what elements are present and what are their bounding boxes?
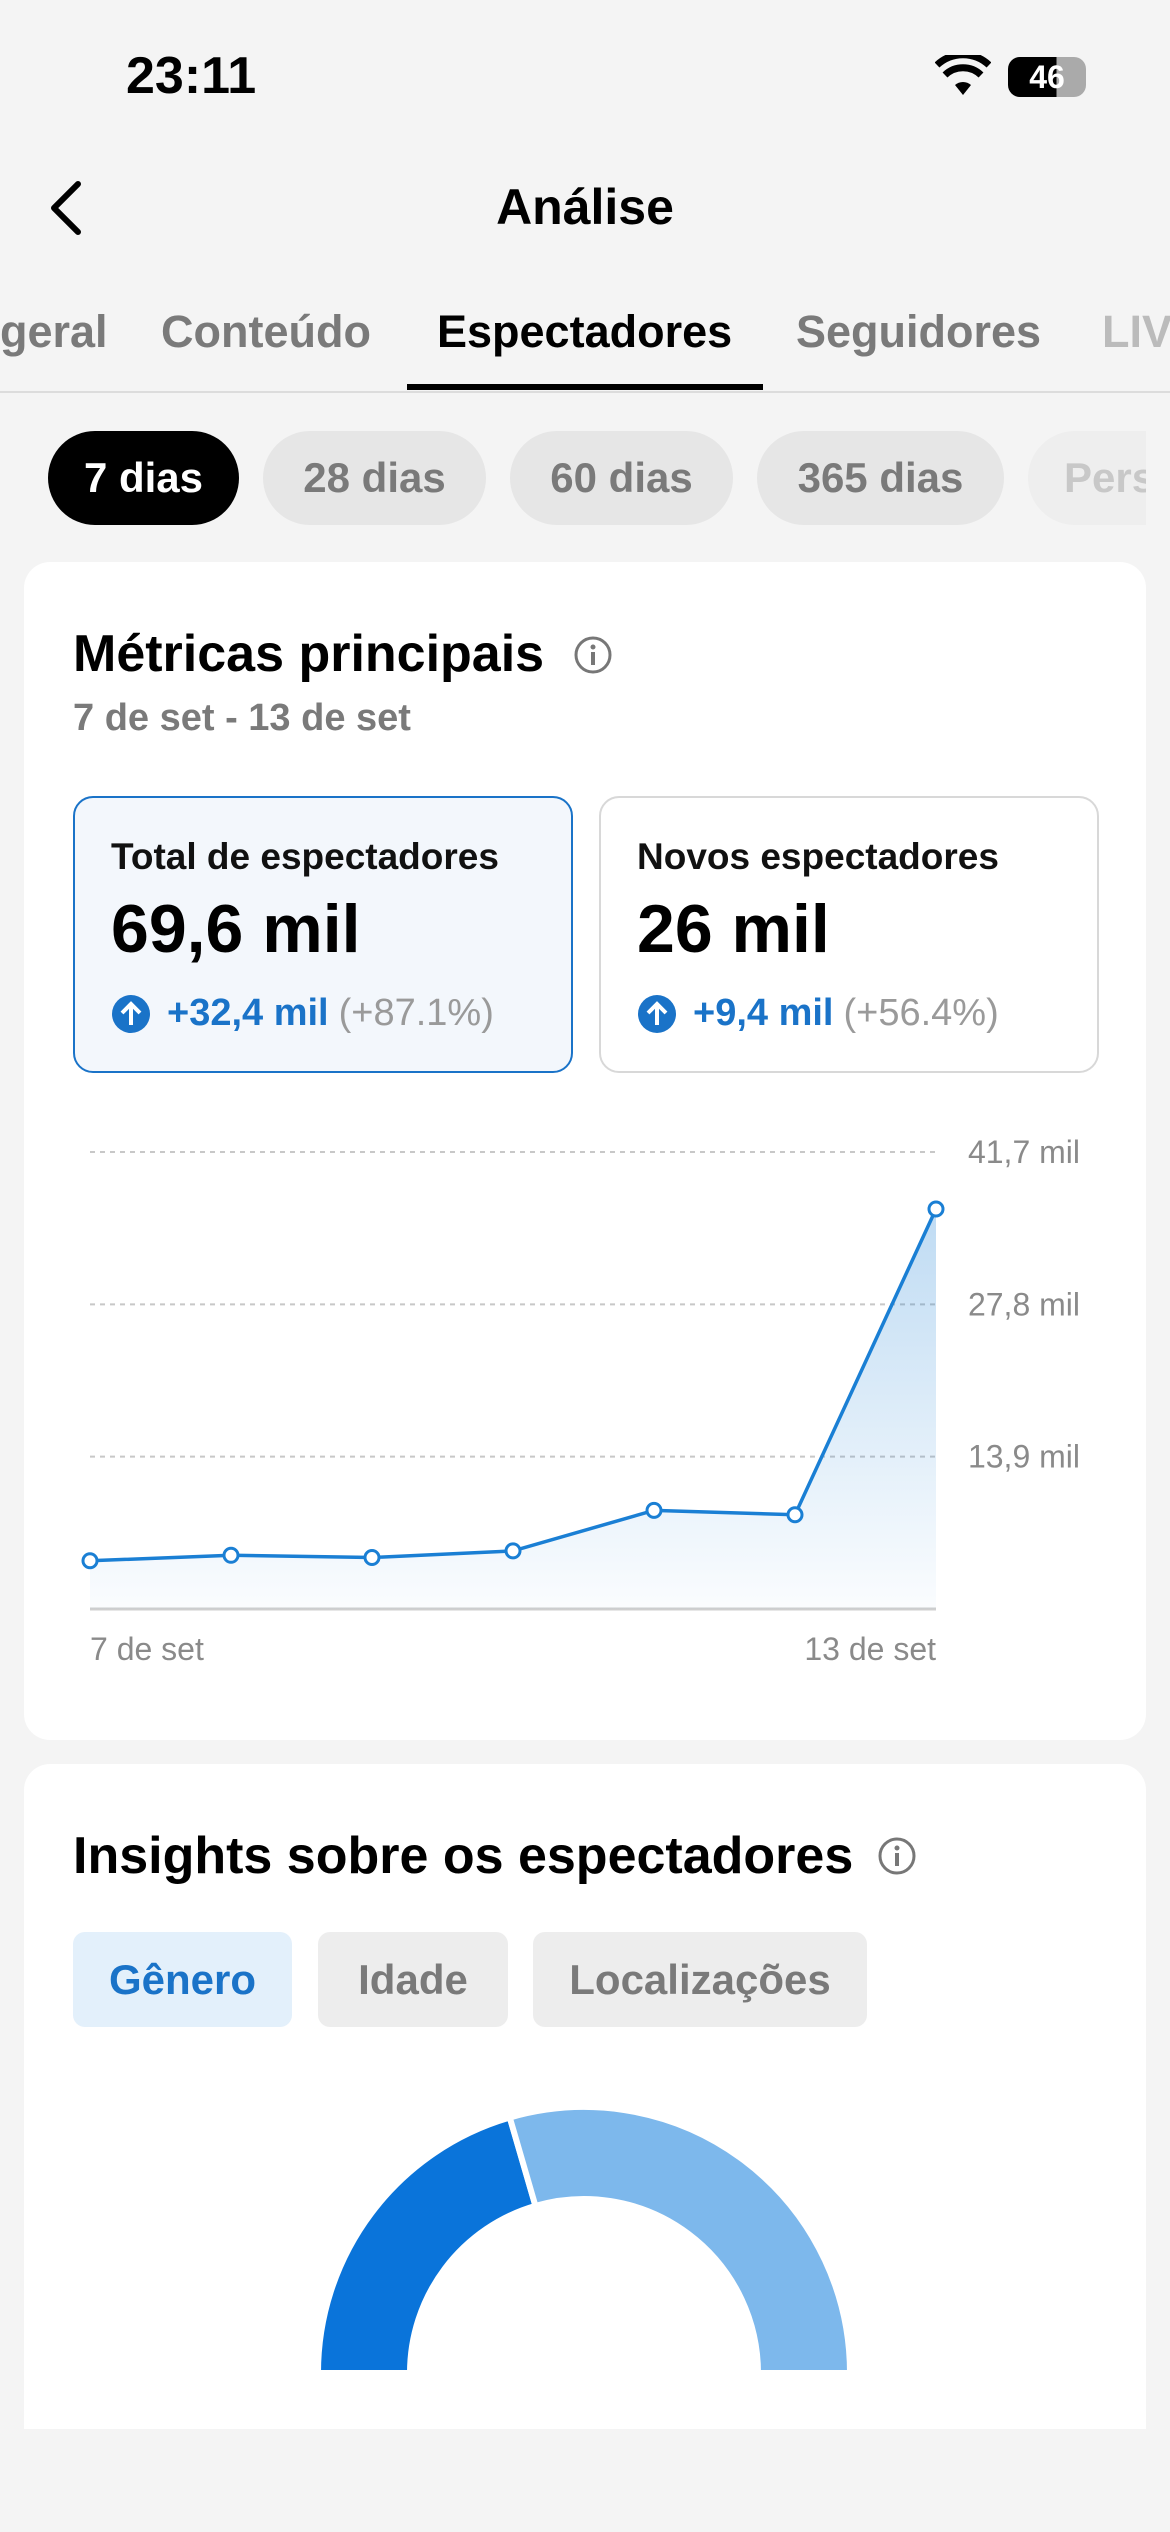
metric-card-selected[interactable]: Total de espectadores 69,6 mil +32,4 mil… bbox=[73, 796, 573, 1073]
point bbox=[81, 1552, 99, 1570]
tab[interactable]: geral bbox=[0, 306, 108, 357]
point bbox=[927, 1200, 945, 1218]
y-tick-label: 27,8 mil bbox=[968, 1286, 1080, 1322]
period-pill-active[interactable]: 7 dias bbox=[48, 431, 239, 525]
area bbox=[90, 1208, 936, 1609]
x-tick-label: 7 de set bbox=[90, 1631, 204, 1667]
battery: 46 bbox=[1008, 57, 1086, 97]
up-arrow-icon bbox=[112, 994, 150, 1033]
info-icon[interactable] bbox=[876, 1835, 918, 1877]
metric-change: +9,4 mil (+56.4%) bbox=[637, 992, 999, 1035]
x-tick-label: 13 de set bbox=[804, 1631, 936, 1667]
change-percent: (+56.4%) bbox=[843, 992, 999, 1034]
tab-active[interactable]: Espectadores bbox=[437, 306, 733, 357]
status-time: 23:11 bbox=[126, 47, 257, 105]
metric-label: Novos espectadores bbox=[637, 836, 999, 877]
page-title: Análise bbox=[496, 179, 674, 235]
up-arrow-icon bbox=[638, 994, 676, 1033]
section-title: Insights sobre os espectadores bbox=[73, 1827, 854, 1885]
insight-tab-active[interactable]: Gênero bbox=[73, 1932, 292, 2027]
period-pill[interactable]: 28 dias bbox=[263, 431, 486, 525]
insight-tab[interactable]: Localizações bbox=[533, 1932, 867, 2027]
metric-change: +32,4 mil (+87.1%) bbox=[111, 992, 494, 1035]
metric-value: 69,6 mil bbox=[111, 891, 361, 967]
back-button[interactable] bbox=[44, 178, 88, 238]
period-pill[interactable]: 60 dias bbox=[510, 431, 733, 525]
change-percent: (+87.1%) bbox=[338, 992, 494, 1034]
point bbox=[363, 1548, 381, 1566]
metric-value: 26 mil bbox=[637, 891, 830, 967]
point bbox=[786, 1506, 804, 1524]
point bbox=[222, 1546, 240, 1564]
tab[interactable]: LIV bbox=[1102, 306, 1170, 357]
y-tick-label: 41,7 mil bbox=[968, 1134, 1080, 1170]
point bbox=[504, 1542, 522, 1560]
metric-card[interactable]: Novos espectadores 26 mil +9,4 mil (+56.4… bbox=[599, 796, 1099, 1073]
section-title: Métricas principais bbox=[73, 625, 545, 683]
tab[interactable]: Conteúdo bbox=[161, 306, 371, 357]
tab-underline bbox=[407, 384, 763, 390]
tab[interactable]: Seguidores bbox=[796, 306, 1042, 357]
change-value: +9,4 mil bbox=[693, 992, 834, 1034]
insights-card bbox=[24, 1764, 1146, 2429]
donut-chart bbox=[314, 2104, 854, 2376]
tab-divider bbox=[0, 391, 1170, 393]
y-tick-label: 13,9 mil bbox=[968, 1439, 1080, 1475]
info-icon[interactable] bbox=[572, 634, 614, 676]
period-pill[interactable]: Pers bbox=[1028, 431, 1146, 525]
change-value: +32,4 mil bbox=[167, 992, 329, 1034]
point bbox=[645, 1501, 663, 1519]
wifi-icon bbox=[935, 55, 991, 95]
line-chart: 13,9 mil 27,8 mil 41,7 mil 7 de set 13 de se… bbox=[81, 1134, 1080, 1667]
metric-label: Total de espectadores bbox=[111, 836, 499, 877]
donut-segment bbox=[314, 2113, 540, 2376]
insight-tab[interactable]: Idade bbox=[318, 1932, 508, 2027]
period-pill[interactable]: 365 dias bbox=[757, 431, 1004, 525]
date-range: 7 de set - 13 de set bbox=[73, 697, 411, 739]
donut-segment bbox=[506, 2104, 854, 2376]
